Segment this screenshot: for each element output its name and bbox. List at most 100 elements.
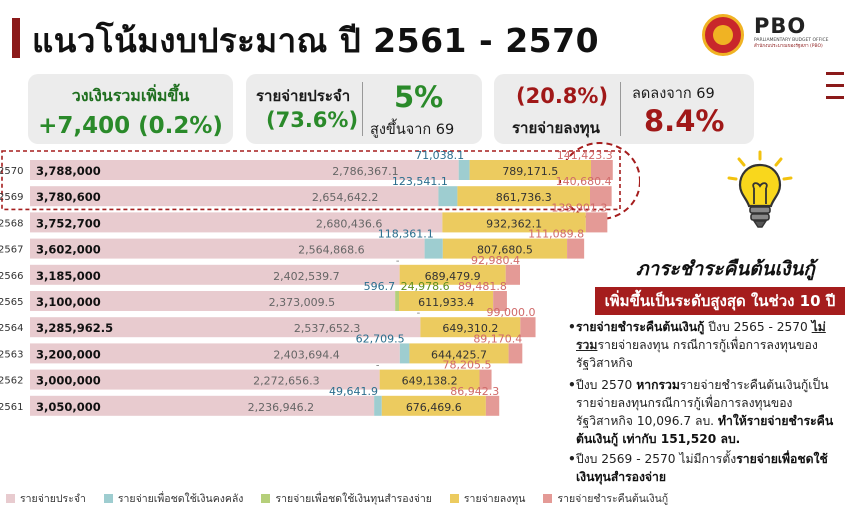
bar-segment [457,186,590,207]
investment-note: ลดลงจาก 69 [632,86,715,102]
bar-segment [399,264,506,285]
bar-segment [399,343,410,364]
legend-item: รายจ่ายประจำ [6,493,86,505]
data-label: 644,425.7 [431,348,487,361]
recurring-change: 5% [394,80,444,114]
bar-segment [585,212,608,233]
data-label: - [439,203,443,214]
bullet2-part-c: รายจ่ายชำระคืนต้นเงินกู้เป็นรายจ่ายลงทุน… [576,378,829,428]
panel-bullet-3: • ปีงบ 2569 - 2570 ไม่มีการตั้งรายจ่ายเพ… [568,452,828,484]
legend-swatch [543,494,553,503]
data-label: - [376,361,380,372]
bullet3-part-b: รายจ่ายเพื่อชดใช้เงินทุนสำรองจ่าย [576,452,828,484]
legend-item: รายจ่ายเพื่อชดใช้เงินทุนสำรองจ่าย [261,493,432,505]
data-label: 2,654,642.2 [312,191,378,204]
total-budget-label: วงเงินรวมเพิ่มขึ้น [71,86,190,105]
legend-swatch [103,494,113,503]
data-label: 689,479.9 [425,270,481,283]
highlight-box [1,150,621,211]
pbo-logo-sub-en: PARLIAMENTARY BUDGET OFFICE [754,38,829,43]
parliament-emblem-icon [702,14,744,56]
panel-bullet-2: • ปีงบ 2570 หากรวมรายจ่ายชำระคืนต้นเงินก… [568,378,834,446]
budget-stacked-bar-chart: 2570 2,786,367.1 71,038.1 789,171.5 141,423.… [0,142,640,416]
bar-segment [379,369,480,390]
total-label: 3,050,000 [36,400,101,414]
bullet1-part-b: ปีงบ 2565 - 2570 [704,320,812,334]
menu-icon-line-3 [826,96,844,99]
bar-segment [442,238,568,259]
menu-icon-line-2 [826,84,844,87]
bar-segment [30,264,400,285]
data-label: 2,786,367.1 [332,165,398,178]
pbo-logo-sub-th: สำนักงบประมาณของรัฐสภา (PBO) [754,44,823,49]
data-label: 2,680,436.6 [316,217,382,230]
bar-segment [30,160,459,180]
data-label: 676,469.6 [406,401,462,414]
bullet1-part-a: รายจ่ายชำระคืนต้นเงินกู้ [576,320,705,334]
data-label: 861,736.3 [496,191,552,204]
panel-banner: เพิ่มขึ้นเป็นระดับสูงสุด ในช่วง 10 ปี [595,287,845,315]
pbo-logo: PBO PARLIAMENTARY BUDGET OFFICE สำนักงบป… [754,14,829,58]
title-accent-bar [12,18,20,58]
data-label: - [396,256,400,267]
legend-label: รายจ่ายชำระคืนต้นเงินกู้ [557,493,669,505]
data-label: 2,373,009.5 [269,296,335,309]
bullet2-part-d: ทำให้รายจ่ายชำระคืนต้นเงินกู้ เท่ากับ 15… [576,414,834,446]
bar-segment [567,238,585,259]
bar-segment [420,317,521,338]
investment-change: 8.4% [644,104,725,138]
data-label: 89,481.8 [458,280,507,293]
legend-label: รายจ่ายลงทุน [463,493,526,505]
data-label: 24,978.6 [401,280,450,293]
card-divider [362,82,363,136]
data-label: 71,038.1 [415,149,464,162]
data-label: 649,310.2 [442,322,498,335]
investment-share: (20.8%) [516,84,609,108]
year-tick-label: 2564 [0,323,23,334]
bar-segment [30,369,380,390]
bar-segment [508,343,523,364]
data-label: 78,205.5 [443,359,492,372]
chart-legend: รายจ่ายประจำ รายจ่ายเพื่อชดใช้เงินคงคลัง ร… [6,490,686,507]
legend-swatch [6,494,15,503]
data-label: 2,564,868.6 [298,244,364,257]
recurring-label: รายจ่ายประจำ [256,87,351,105]
bar-segment [30,343,400,364]
legend-item: รายจ่ายชำระคืนต้นเงินกู้ [543,493,668,505]
data-label: 2,272,656.3 [253,375,319,388]
recurring-expense-card: รายจ่ายประจำ (73.6%) 5% สูงขึ้นจาก 69 [246,74,482,144]
data-label: 807,680.5 [477,244,533,257]
bar-segment [591,160,613,180]
data-label: 118,361.1 [378,228,434,241]
total-label: 3,780,600 [36,190,101,204]
bar-segment [395,291,400,311]
recurring-share: (73.6%) [266,108,359,132]
data-label: 99,000.0 [487,306,536,319]
page-title: แนวโน้มงบประมาณ ปี 2561 - 2570 [32,21,600,60]
panel-title: ภาระชำระคืนต้นเงินกู้ [636,258,815,280]
total-budget-card: วงเงินรวมเพิ่มขึ้น +7,400 (0.2%) [28,74,233,144]
bar-segment [438,186,458,207]
bar-segment [479,369,492,390]
bullet3-part-a: ปีงบ 2569 - 2570 ไม่มีการตั้ง [576,452,737,466]
card-divider-2 [620,82,621,136]
data-label: 2,403,694.4 [273,348,339,361]
bar-segment [505,264,520,285]
menu-icon-line-1 [826,72,844,75]
data-label: - [417,308,421,319]
total-label: 3,788,000 [36,164,101,178]
total-label: 3,285,962.5 [36,321,113,335]
bullet2-part-b: หากรวม [636,378,680,392]
bar-segment [399,291,494,311]
data-label: 649,138.2 [402,375,458,388]
legend-label: รายจ่ายเพื่อชดใช้เงินคงคลัง [117,493,244,505]
year-tick-label: 2563 [0,349,23,360]
bullet1-part-c: ไม่รวม [576,320,826,352]
data-label: 86,942.3 [450,385,499,398]
investment-card: (20.8%) รายจ่ายลงทุน ลดลงจาก 69 8.4% [494,74,754,144]
data-label: 596.7 [364,280,396,293]
data-label: 2,236,946.2 [248,401,314,414]
year-tick-label: 2562 [0,376,23,387]
data-label: 141,423.3 [557,149,613,162]
lightbulb-icon [727,150,793,228]
